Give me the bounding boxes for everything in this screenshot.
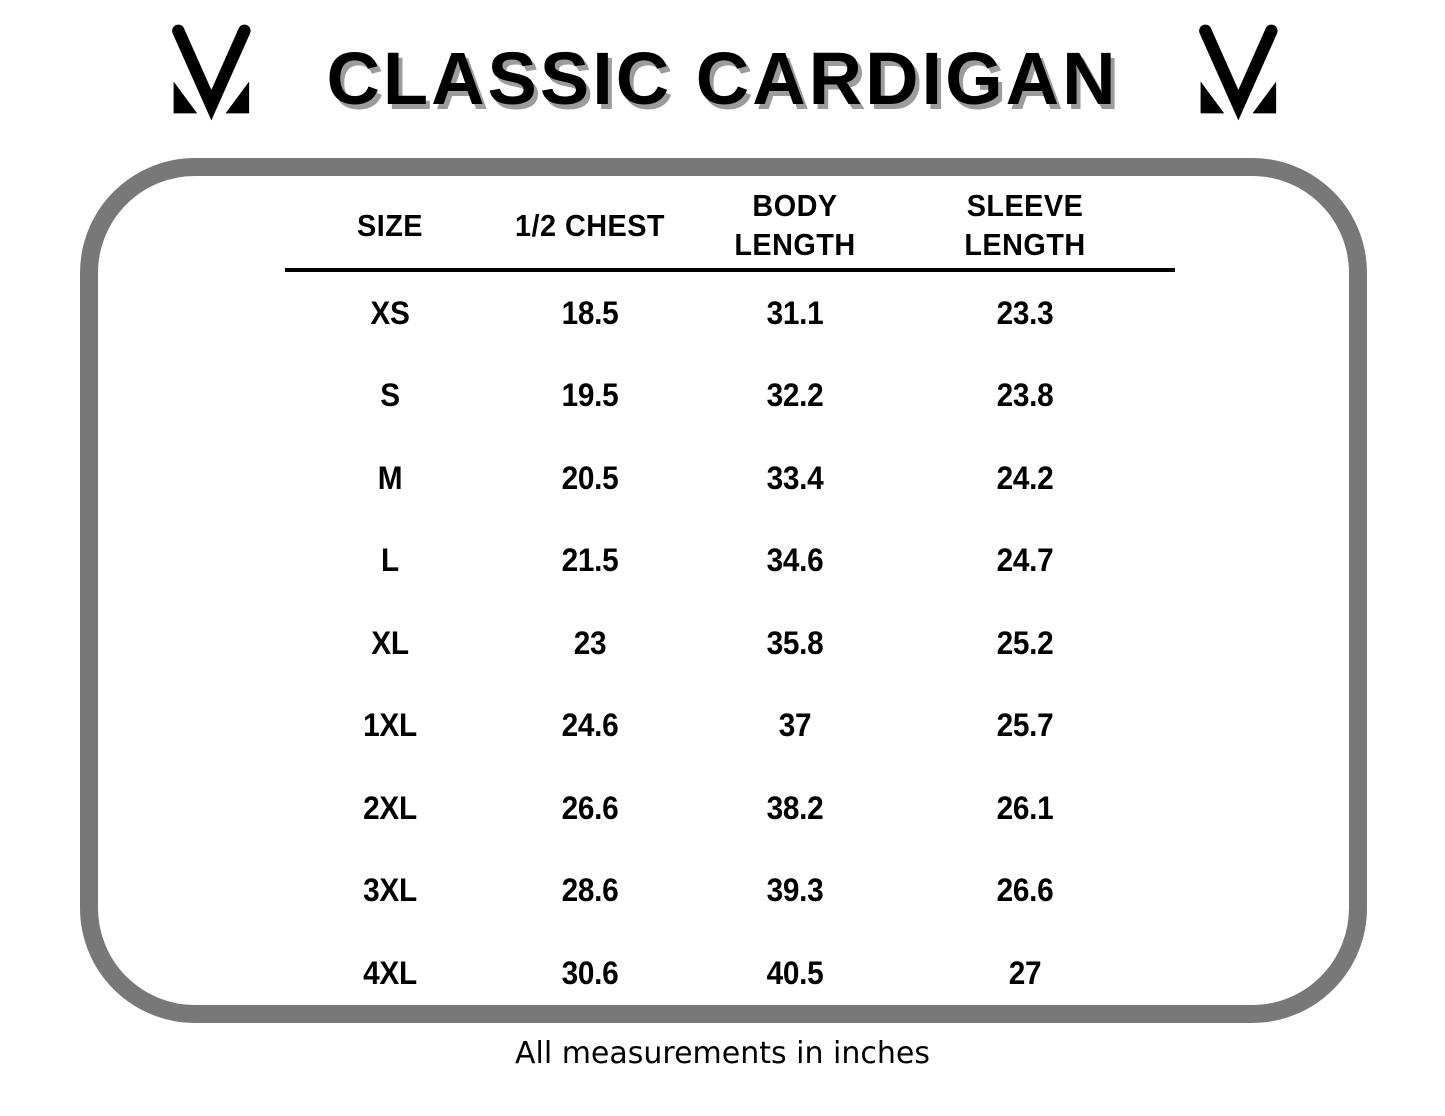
half-chest-cell: 18.5	[561, 294, 619, 331]
half-chest-cell: 23	[573, 624, 607, 661]
table-row: 3XL 28.6 39.3 26.6	[285, 850, 1175, 933]
sleeve-length-cell: 25.2	[996, 624, 1054, 661]
size-table: SIZE 1/2 CHEST BODY LENGTH SLEEVE LENGTH…	[285, 186, 1175, 1015]
size-cell: M	[377, 459, 403, 496]
body-length-cell: 32.2	[766, 377, 824, 414]
sleeve-length-cell: 25.7	[996, 707, 1054, 744]
size-cell: S	[380, 377, 400, 414]
table-row: M 20.5 33.4 24.2	[285, 437, 1175, 520]
table-row: S 19.5 32.2 23.8	[285, 355, 1175, 438]
footer-note: All measurements in inches	[514, 1036, 931, 1071]
table-row: 4XL 30.6 40.5 27	[285, 932, 1175, 1015]
table-row: 1XL 24.6 37 25.7	[285, 685, 1175, 768]
size-cell: 3XL	[363, 872, 417, 909]
body-length-cell: 40.5	[766, 954, 824, 991]
size-cell: XS	[370, 294, 410, 331]
body-length-cell: 34.6	[766, 542, 824, 579]
table-row: XS 18.5 31.1 23.3	[285, 272, 1175, 355]
size-cell: 4XL	[363, 954, 417, 991]
half-chest-cell: 19.5	[561, 377, 619, 414]
body-length-cell: 31.1	[766, 294, 824, 331]
table-header-row: SIZE 1/2 CHEST BODY LENGTH SLEEVE LENGTH	[285, 186, 1175, 266]
half-chest-cell: 28.6	[561, 872, 619, 909]
table-row: L 21.5 34.6 24.7	[285, 520, 1175, 603]
column-header-body-length: BODY LENGTH	[734, 188, 856, 262]
body-length-cell: 35.8	[766, 624, 824, 661]
body-length-cell: 39.3	[766, 872, 824, 909]
header: CLASSIC CARDIGAN	[0, 14, 1445, 142]
body-length-cell: 38.2	[766, 789, 824, 826]
size-chart-panel: SIZE 1/2 CHEST BODY LENGTH SLEEVE LENGTH…	[80, 158, 1367, 1023]
half-chest-cell: 21.5	[561, 542, 619, 579]
table-row: XL 23 35.8 25.2	[285, 602, 1175, 685]
half-chest-cell: 24.6	[561, 707, 619, 744]
sleeve-length-cell: 24.2	[996, 459, 1054, 496]
column-header-sleeve-length: SLEEVE LENGTH	[964, 188, 1086, 262]
size-cell: L	[381, 542, 399, 579]
table-row: 2XL 26.6 38.2 26.1	[285, 767, 1175, 850]
half-chest-cell: 30.6	[561, 954, 619, 991]
sleeve-length-cell: 27	[1008, 954, 1042, 991]
brand-mv-monogram-icon	[1171, 19, 1301, 137]
brand-mv-monogram-icon	[144, 19, 274, 137]
size-cell: 2XL	[363, 789, 417, 826]
sleeve-length-cell: 26.1	[996, 789, 1054, 826]
table-body: XS 18.5 31.1 23.3 S 19.5 32.2 23.8 M 20.5 33.4 24.2…	[285, 272, 1175, 1015]
size-cell: XL	[371, 624, 409, 661]
sleeve-length-cell: 23.3	[996, 294, 1054, 331]
half-chest-cell: 20.5	[561, 459, 619, 496]
body-length-cell: 33.4	[766, 459, 824, 496]
half-chest-cell: 26.6	[561, 789, 619, 826]
size-cell: 1XL	[363, 707, 417, 744]
page-title: CLASSIC CARDIGAN	[326, 36, 1119, 120]
header-divider	[285, 268, 1175, 272]
column-header-size: SIZE	[357, 207, 423, 243]
column-header-half-chest: 1/2 CHEST	[515, 207, 665, 243]
body-length-cell: 37	[778, 707, 812, 744]
sleeve-length-cell: 24.7	[996, 542, 1054, 579]
sleeve-length-cell: 23.8	[996, 377, 1054, 414]
sleeve-length-cell: 26.6	[996, 872, 1054, 909]
